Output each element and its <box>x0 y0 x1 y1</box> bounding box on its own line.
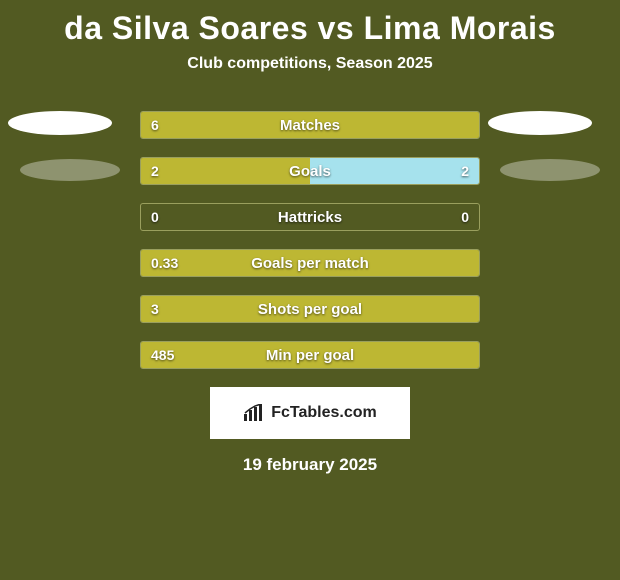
attribution-text: FcTables.com <box>271 404 377 422</box>
stat-bar-row: 6Matches <box>140 111 480 139</box>
chart-icon <box>243 404 265 422</box>
stat-bar-fill-left <box>141 112 479 138</box>
stat-label: Hattricks <box>141 204 479 230</box>
decorative-ellipse <box>20 159 120 181</box>
stat-bar-row: 22Goals <box>140 157 480 185</box>
stat-value-left: 0 <box>151 204 159 230</box>
stat-bar-fill-right <box>310 158 479 184</box>
decorative-ellipse <box>500 159 600 181</box>
stat-bars-host: 6Matches 22Goals 0 0Hattricks 0.33Goals per … <box>10 111 610 369</box>
page-subtitle: Club competitions, Season 2025 <box>0 55 620 73</box>
stat-bar-fill-left <box>141 158 310 184</box>
stat-bar-row: 0 0Hattricks <box>140 203 480 231</box>
decorative-ellipse <box>488 111 592 135</box>
decorative-ellipse <box>8 111 112 135</box>
stat-bar-fill-left <box>141 296 479 322</box>
stat-bar-row: 3Shots per goal <box>140 295 480 323</box>
stat-bar-fill-left <box>141 342 479 368</box>
attribution-badge: FcTables.com <box>210 387 410 439</box>
footer-date: 19 february 2025 <box>0 455 620 475</box>
stats-container: 6Matches 22Goals 0 0Hattricks 0.33Goals per … <box>0 111 620 369</box>
stat-value-right: 0 <box>461 204 469 230</box>
stat-bar-fill-left <box>141 250 479 276</box>
page-title: da Silva Soares vs Lima Morais <box>0 0 620 47</box>
stat-bar-row: 0.33Goals per match <box>140 249 480 277</box>
stat-bar-row: 485Min per goal <box>140 341 480 369</box>
